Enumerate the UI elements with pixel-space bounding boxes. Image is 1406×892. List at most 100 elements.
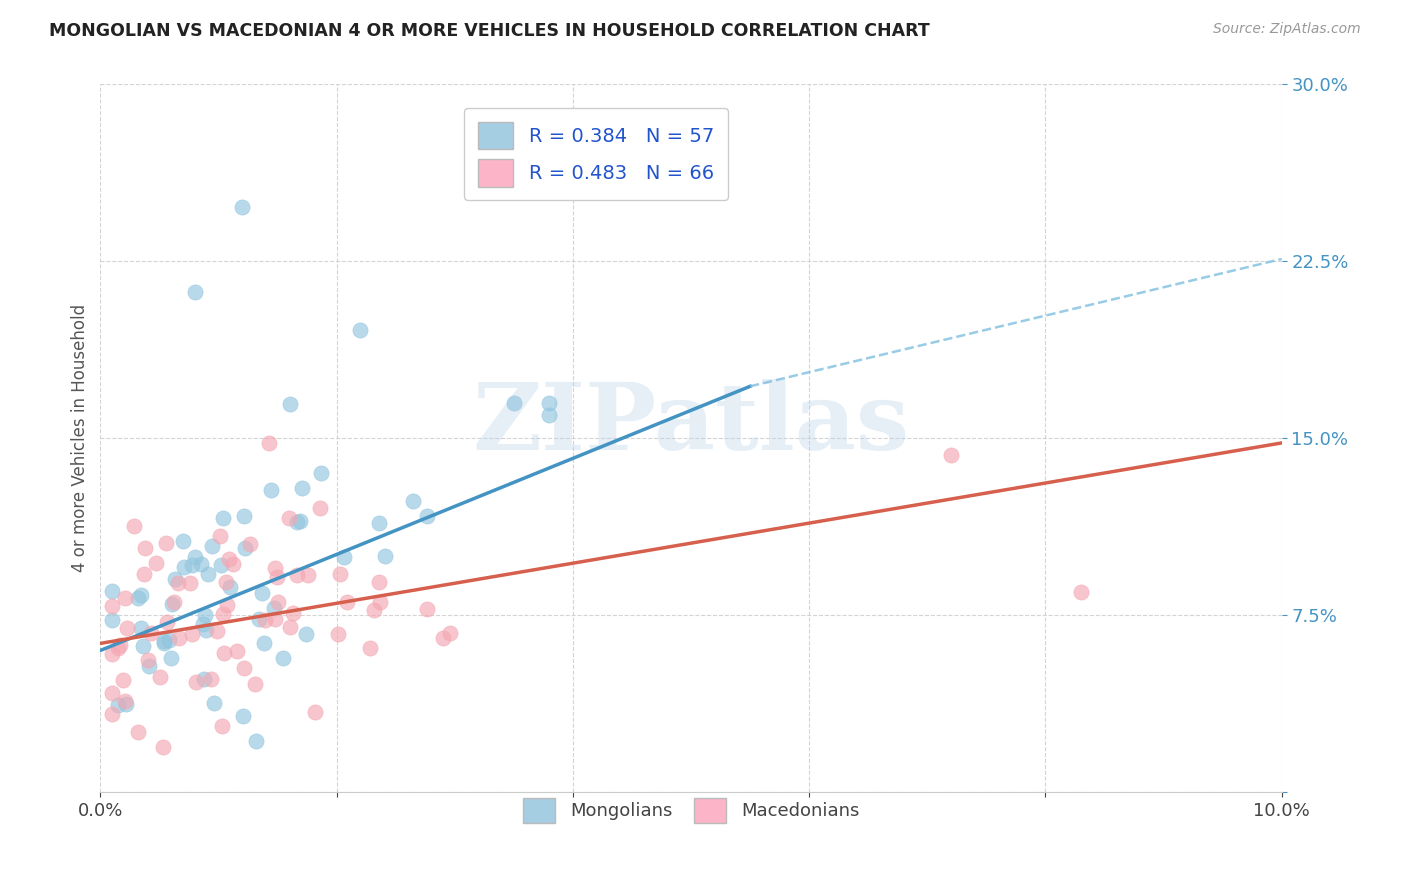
Point: [169, 631, 191, 645]
Point: [363, 603, 385, 617]
Point: [432, 631, 454, 645]
Point: [263, 612, 285, 626]
Point: [267, 595, 290, 609]
Point: [219, 580, 242, 594]
Point: [257, 436, 280, 450]
Point: [304, 706, 326, 720]
Point: [278, 397, 301, 411]
Point: [155, 536, 177, 550]
Point: [138, 653, 160, 667]
Point: [131, 588, 153, 602]
Point: [329, 566, 352, 581]
Point: [139, 626, 162, 640]
Point: [191, 616, 214, 631]
Point: [194, 607, 217, 622]
Point: [184, 549, 207, 564]
Point: [138, 659, 160, 673]
Point: [184, 675, 207, 690]
Text: ZIPatlas: ZIPatlas: [472, 379, 910, 469]
Point: [160, 597, 183, 611]
Point: [260, 483, 283, 497]
Point: [208, 529, 231, 543]
Point: [278, 620, 301, 634]
Point: [281, 606, 304, 620]
Point: [333, 550, 356, 565]
Point: [108, 638, 131, 652]
Point: [1070, 584, 1092, 599]
Point: [166, 576, 188, 591]
Point: [416, 601, 439, 615]
Point: [271, 651, 294, 665]
Point: [145, 557, 167, 571]
Point: [359, 640, 381, 655]
Point: [107, 698, 129, 712]
Point: [157, 633, 180, 648]
Point: [172, 534, 194, 549]
Point: [202, 696, 225, 710]
Point: [212, 646, 235, 660]
Point: [134, 541, 156, 556]
Point: [232, 708, 254, 723]
Point: [127, 591, 149, 605]
Point: [231, 200, 253, 214]
Point: [233, 661, 256, 675]
Point: [254, 614, 277, 628]
Point: [326, 627, 349, 641]
Point: [538, 408, 561, 422]
Point: [132, 566, 155, 581]
Point: [222, 558, 245, 572]
Point: [439, 626, 461, 640]
Point: [218, 552, 240, 566]
Point: [179, 576, 201, 591]
Point: [173, 560, 195, 574]
Point: [368, 574, 391, 589]
Y-axis label: 4 or more Vehicles in Household: 4 or more Vehicles in Household: [72, 304, 89, 573]
Point: [209, 558, 232, 573]
Point: [115, 621, 138, 635]
Point: [402, 494, 425, 508]
Point: [115, 697, 138, 711]
Point: [212, 511, 235, 525]
Point: [297, 568, 319, 582]
Legend: Mongolians, Macedonians: Mongolians, Macedonians: [512, 787, 870, 834]
Point: [201, 539, 224, 553]
Point: [156, 615, 179, 630]
Point: [101, 583, 124, 598]
Point: [538, 396, 561, 410]
Point: [200, 673, 222, 687]
Point: [233, 509, 256, 524]
Point: [249, 612, 271, 626]
Point: [295, 626, 318, 640]
Point: [263, 561, 285, 575]
Text: MONGOLIAN VS MACEDONIAN 4 OR MORE VEHICLES IN HOUSEHOLD CORRELATION CHART: MONGOLIAN VS MACEDONIAN 4 OR MORE VEHICL…: [49, 22, 929, 40]
Point: [243, 677, 266, 691]
Point: [197, 566, 219, 581]
Point: [374, 549, 396, 563]
Point: [336, 595, 359, 609]
Point: [132, 640, 155, 654]
Point: [101, 613, 124, 627]
Point: [152, 739, 174, 754]
Point: [107, 641, 129, 656]
Point: [180, 627, 202, 641]
Point: [502, 396, 524, 410]
Point: [193, 672, 215, 686]
Point: [253, 636, 276, 650]
Point: [152, 636, 174, 650]
Point: [291, 481, 314, 495]
Point: [114, 591, 136, 605]
Point: [285, 516, 308, 530]
Point: [180, 558, 202, 572]
Point: [263, 601, 285, 615]
Point: [225, 644, 247, 658]
Point: [215, 574, 238, 589]
Point: [195, 623, 218, 637]
Point: [160, 650, 183, 665]
Point: [266, 570, 288, 584]
Point: [211, 719, 233, 733]
Point: [122, 519, 145, 533]
Point: [163, 572, 186, 586]
Point: [162, 595, 184, 609]
Point: [114, 693, 136, 707]
Point: [184, 285, 207, 299]
